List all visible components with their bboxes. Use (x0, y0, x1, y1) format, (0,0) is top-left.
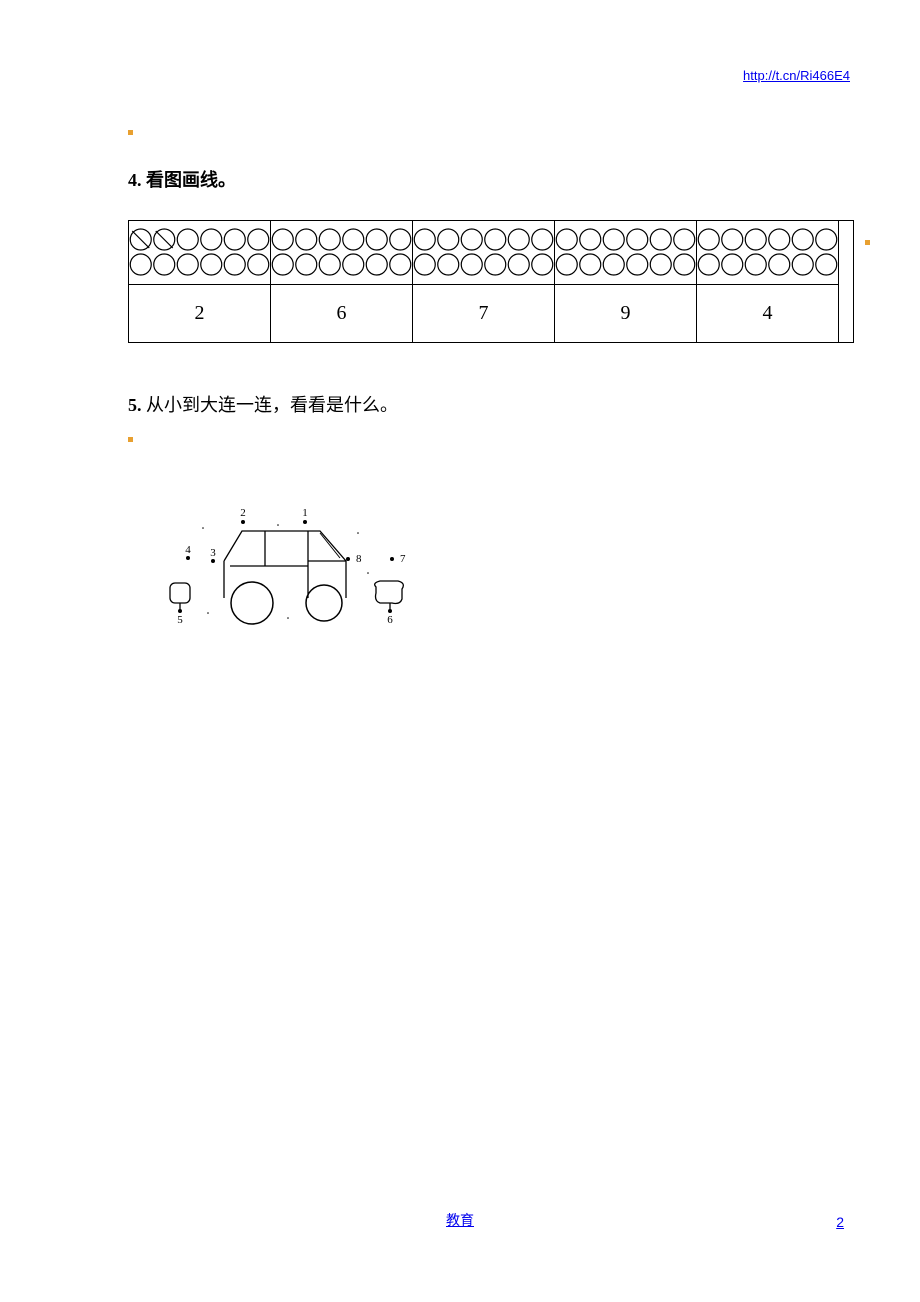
footer: 教育 (0, 1210, 920, 1230)
wheel-right (306, 585, 342, 621)
svg-text:5: 5 (177, 614, 183, 626)
q4-number-5: 4 (697, 285, 839, 343)
q4-number-4: 9 (555, 285, 697, 343)
q4-number-3: 7 (413, 285, 555, 343)
q4-cell-circles-4 (555, 221, 697, 285)
q4-cell-circles-2 (271, 221, 413, 285)
q4-cell-circles-5 (697, 221, 839, 285)
svg-text:7: 7 (400, 553, 406, 565)
svg-text:1: 1 (302, 507, 308, 519)
decorative-mark-q5 (128, 437, 133, 442)
q5-connect-dots-svg: 1 2 3 4 5 6 7 8 (158, 503, 418, 643)
speck (357, 532, 359, 534)
speck (202, 527, 204, 529)
q4-cell-circles-3 (413, 221, 555, 285)
q4-numbers-row: 2 6 7 9 4 (129, 285, 854, 343)
q4-cell-circles-extra (839, 221, 854, 343)
windshield-line (320, 533, 340, 558)
speck (277, 524, 279, 526)
svg-text:3: 3 (210, 547, 216, 559)
svg-text:6: 6 (387, 614, 393, 626)
q5-title: 5. 从小到大连一连，看看是什么。 (128, 391, 858, 417)
speck (207, 612, 209, 614)
q4-circles-row (129, 221, 854, 285)
q5-figure: 1 2 3 4 5 6 7 8 (158, 503, 858, 648)
q5-text: 从小到大连一连，看看是什么。 (142, 395, 399, 415)
speck (367, 572, 369, 574)
speck (287, 617, 289, 619)
q4-cell-circles-1 (129, 221, 271, 285)
wheel-left (231, 582, 273, 624)
left-shape (170, 583, 190, 603)
footer-text[interactable]: 教育 (446, 1214, 474, 1229)
right-shape (375, 581, 404, 604)
page-number: 2 (836, 1214, 844, 1230)
decorative-mark-q4 (128, 130, 133, 135)
q4-table: 2 6 7 9 4 (128, 220, 854, 343)
page-content: 4. 看图画线。 2 6 7 9 4 5. 从小到大连一连，看看是什么。 (128, 130, 858, 648)
q4-number-2: 6 (271, 285, 413, 343)
header-url-link[interactable]: http://t.cn/Ri466E4 (743, 68, 850, 83)
svg-text:4: 4 (185, 544, 191, 556)
decorative-mark-right (865, 240, 870, 245)
cab-outline (224, 531, 346, 598)
q4-number-1: 2 (129, 285, 271, 343)
q5-number: 5. (128, 395, 142, 415)
q4-title: 4. 看图画线。 (128, 166, 858, 192)
svg-text:8: 8 (356, 553, 362, 565)
svg-text:2: 2 (240, 507, 246, 519)
